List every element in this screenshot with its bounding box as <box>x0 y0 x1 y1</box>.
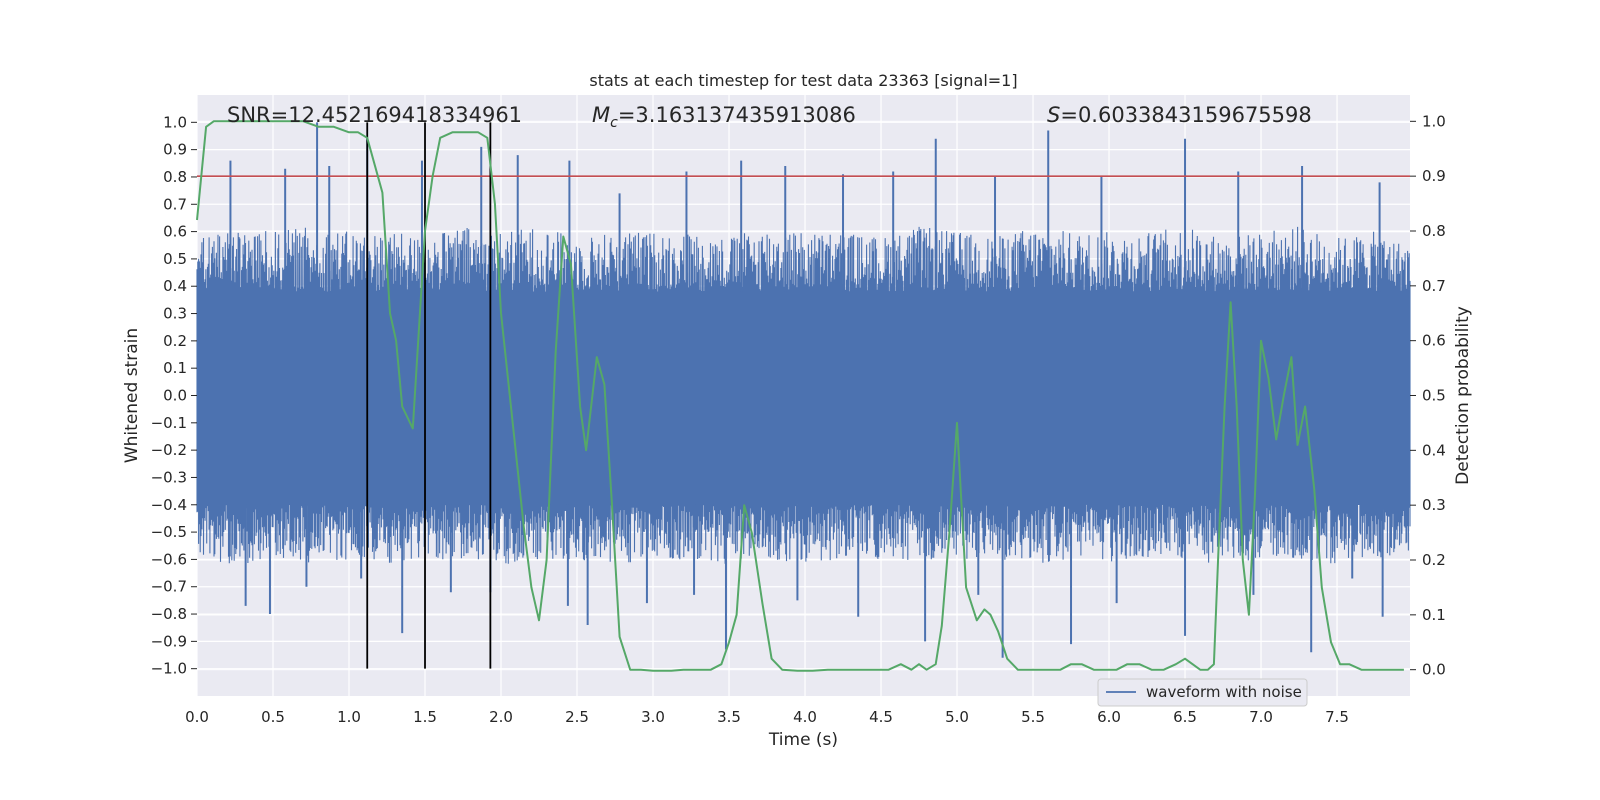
y-tick-label: 0.9 <box>163 141 187 159</box>
x-tick-label: 7.5 <box>1325 708 1349 726</box>
y-tick-label: 0.1 <box>163 359 187 377</box>
y-tick-label: −1.0 <box>151 660 187 678</box>
y-tick-label: 0.2 <box>163 332 187 350</box>
y2-tick-label: 0.5 <box>1422 387 1446 405</box>
x-tick-label: 2.5 <box>565 708 589 726</box>
y-tick-label: 0.7 <box>163 195 187 213</box>
y-tick-label: 0.4 <box>163 277 187 295</box>
y-tick-label: 0.6 <box>163 223 187 241</box>
y2-tick-label: 0.1 <box>1422 606 1446 624</box>
y-tick-label: 0.3 <box>163 305 187 323</box>
y-tick-label: −0.8 <box>151 605 187 623</box>
mc-value: =3.163137435913086 <box>618 103 856 127</box>
s-annotation: S=0.6033843159675598 <box>1047 103 1312 127</box>
x-tick-label: 5.5 <box>1021 708 1045 726</box>
y2-tick-label: 0.7 <box>1422 277 1446 295</box>
x-tick-label: 3.5 <box>717 708 741 726</box>
y-tick-label: 1.0 <box>163 113 187 131</box>
waveform-core <box>197 291 1410 505</box>
y-tick-label: 0.0 <box>163 387 187 405</box>
y-tick-label: 0.8 <box>163 168 187 186</box>
x-tick-label: 4.0 <box>793 708 817 726</box>
x-tick-label: 7.0 <box>1249 708 1273 726</box>
y-tick-label: −0.4 <box>151 496 187 514</box>
mc-subscript: c <box>610 115 618 131</box>
x-tick-label: 0.0 <box>185 708 209 726</box>
axes: 0.0 0.5 1.0 1.5 2.0 2.5 3.0 3.5 4.0 4.5 5.0 5.5 6.0 6… <box>151 112 1446 726</box>
y2-tick-label: 0.4 <box>1422 441 1446 459</box>
y2-tick-label: 1.0 <box>1422 112 1446 130</box>
x-tick-label: 1.0 <box>337 708 361 726</box>
waveform-series <box>196 122 1411 658</box>
y2-tick-label: 0.8 <box>1422 222 1446 240</box>
mc-symbol: M <box>592 103 610 127</box>
y-tick-label: −0.1 <box>151 414 187 432</box>
x-tick-label: 1.5 <box>413 708 437 726</box>
x-tick-label: 6.0 <box>1097 708 1121 726</box>
y-tick-label: −0.5 <box>151 523 187 541</box>
x-tick-label: 6.5 <box>1173 708 1197 726</box>
y2-tick-label: 0.0 <box>1422 661 1446 679</box>
detection-probability-line <box>196 120 1404 672</box>
x-tick-label: 5.0 <box>945 708 969 726</box>
x-axis-label: Time (s) <box>768 730 838 750</box>
y2-tick-label: 0.9 <box>1422 167 1446 185</box>
y-tick-label: 0.5 <box>163 250 187 268</box>
overlay <box>196 120 1410 672</box>
s-symbol: S <box>1047 103 1060 127</box>
x-tick-label: 4.5 <box>869 708 893 726</box>
y2-tick-label: 0.3 <box>1422 496 1446 514</box>
snr-annotation: SNR=12.452169418334961 <box>227 103 522 127</box>
legend-label: waveform with noise <box>1146 683 1302 701</box>
y2-tick-label: 0.2 <box>1422 551 1446 569</box>
y-axis-label: Whitened strain <box>122 328 142 463</box>
y-tick-label: −0.3 <box>151 468 187 486</box>
s-value: =0.6033843159675598 <box>1060 103 1311 127</box>
mc-annotation: Mc=3.163137435913086 <box>592 103 856 131</box>
y-tick-label: −0.6 <box>151 550 187 568</box>
legend: waveform with noise <box>1097 678 1308 707</box>
chart-title: stats at each timestep for test data 233… <box>589 71 1017 90</box>
x-tick-label: 2.0 <box>489 708 513 726</box>
y2-axis-label: Detection probability <box>1453 306 1473 485</box>
legend-box <box>1097 678 1308 707</box>
x-tick-label: 3.0 <box>641 708 665 726</box>
x-tick-label: 0.5 <box>261 708 285 726</box>
y-tick-label: −0.9 <box>151 632 187 650</box>
y2-tick-label: 0.6 <box>1422 332 1446 350</box>
y-tick-label: −0.7 <box>151 578 187 596</box>
y-tick-label: −0.2 <box>151 441 187 459</box>
